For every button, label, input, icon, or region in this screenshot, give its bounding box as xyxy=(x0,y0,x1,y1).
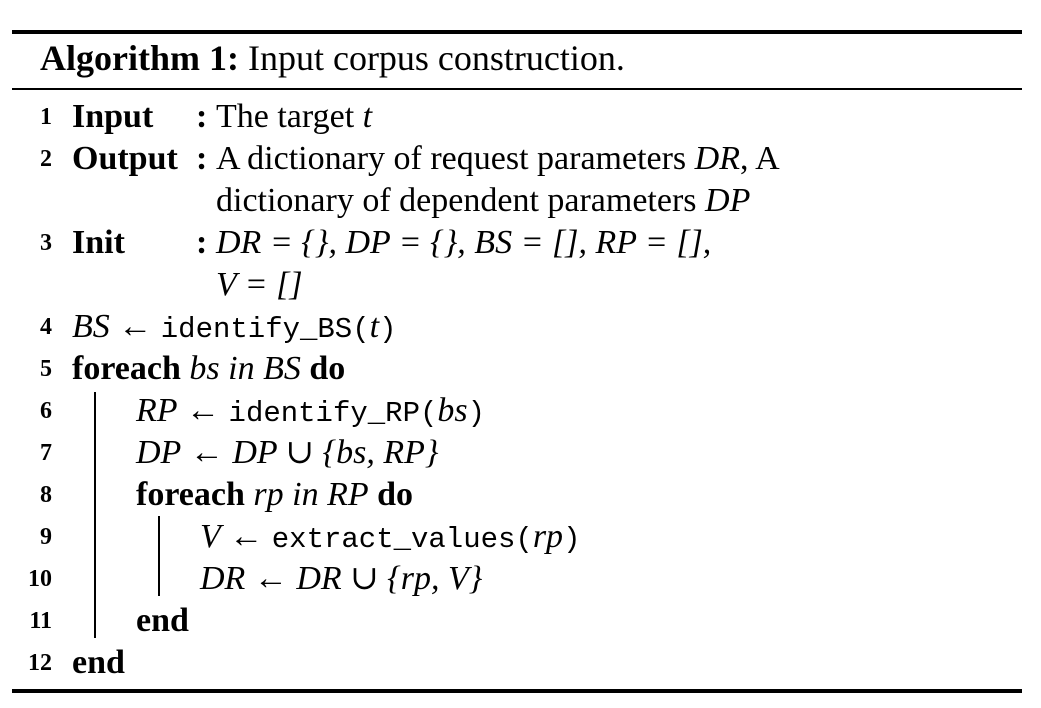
output-text-line2: dictionary of dependent parameters DP xyxy=(216,182,751,219)
step-identify-bs: BS ← identify_BS(t) xyxy=(72,308,397,346)
inner-loop-bar xyxy=(158,516,160,596)
line-number: 8 xyxy=(40,482,52,508)
line-number: 4 xyxy=(40,314,52,340)
init-colon: : xyxy=(196,224,208,261)
input-colon: : xyxy=(196,98,208,135)
input-text: The target t xyxy=(216,98,373,135)
line-number: 5 xyxy=(40,356,52,382)
step-update-dp: DP ← DP ∪ {bs, RP} xyxy=(136,434,439,471)
output-text-line1: A dictionary of request parameters DR, A xyxy=(216,140,780,177)
caption-label: Algorithm 1: xyxy=(40,38,239,78)
line-number: 1 xyxy=(40,104,52,130)
step-extract-values: V ← extract_values(rp) xyxy=(200,518,581,556)
top-rule xyxy=(12,30,1022,34)
outer-loop-bar xyxy=(94,392,96,638)
line-number: 11 xyxy=(29,608,52,634)
line-number: 10 xyxy=(28,566,52,592)
line-number: 12 xyxy=(28,650,52,676)
outer-foreach: foreach bs in BS do xyxy=(72,350,346,387)
line-number: 3 xyxy=(40,230,52,256)
line-number: 7 xyxy=(40,440,52,466)
line-number: 6 xyxy=(40,398,52,424)
caption-rule xyxy=(12,88,1022,90)
init-line2: V = [] xyxy=(216,266,303,303)
inner-end: end xyxy=(136,602,189,639)
init-keyword: Init xyxy=(72,224,125,261)
step-identify-rp: RP ← identify_RP(bs) xyxy=(136,392,486,430)
algorithm-caption: Algorithm 1: Input corpus construction. xyxy=(40,36,625,80)
init-line1: DR = {}, DP = {}, BS = [], RP = [], xyxy=(216,224,712,261)
output-colon: : xyxy=(196,140,208,177)
step-update-dr: DR ← DR ∪ {rp, V} xyxy=(200,560,483,597)
line-number: 9 xyxy=(40,524,52,550)
bottom-rule xyxy=(12,689,1022,693)
input-keyword: Input xyxy=(72,98,154,135)
inner-foreach: foreach rp in RP do xyxy=(136,476,414,513)
output-keyword: Output xyxy=(72,140,178,177)
line-number: 2 xyxy=(40,146,52,172)
caption-title: Input corpus construction. xyxy=(247,38,625,78)
outer-end: end xyxy=(72,644,125,681)
